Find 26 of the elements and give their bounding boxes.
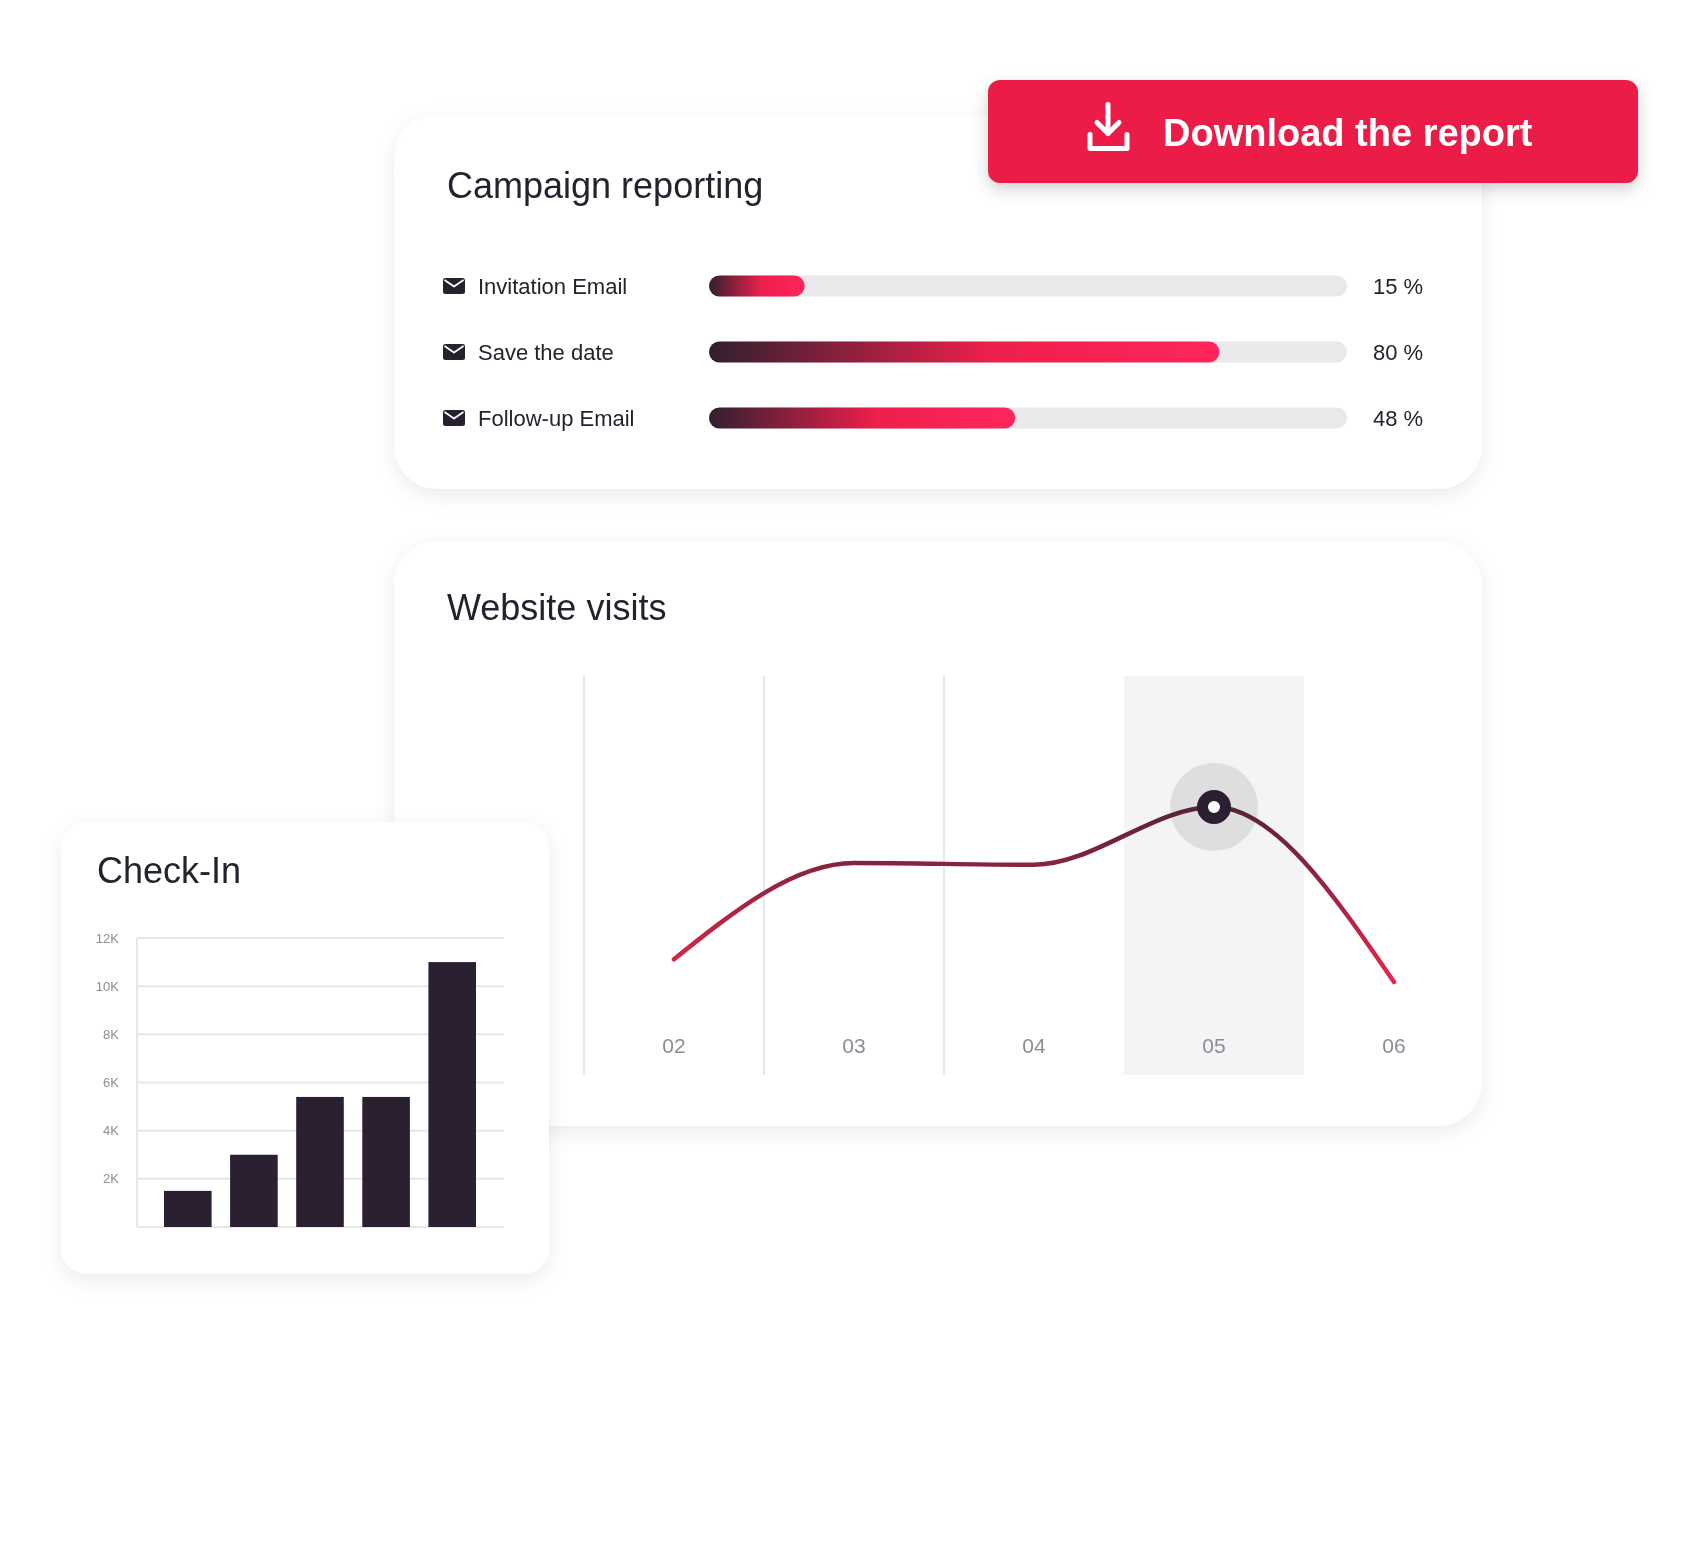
bar (230, 1154, 278, 1227)
x-tick-label: 06 (1382, 1034, 1406, 1057)
x-tick-label: 03 (842, 1034, 866, 1057)
y-tick-label: Save the date (478, 339, 614, 365)
x-tick-label: 02 (662, 1034, 686, 1057)
y-tick-label: Invitation Email (478, 273, 628, 299)
data-label: 48 % (1373, 405, 1424, 431)
y-tick-label: 6K (103, 1075, 120, 1091)
y-tick-label: 2K (103, 1171, 120, 1187)
chart-title: Check-In (97, 850, 242, 891)
y-tick-label: 8K (103, 1026, 120, 1042)
y-tick-label: 12K (95, 930, 120, 946)
chart-title: Campaign reporting (447, 165, 764, 206)
y-tick-label: 4K (103, 1123, 120, 1139)
bar (296, 1096, 344, 1227)
bar (362, 1096, 410, 1227)
x-tick-label: 04 (1022, 1034, 1046, 1057)
data-label: 15 % (1373, 273, 1424, 299)
y-tick-label: Follow-up Email (478, 405, 635, 431)
x-tick-label: 05 (1202, 1034, 1226, 1057)
chart-title: Website visits (447, 587, 667, 628)
bar (428, 962, 476, 1227)
bar (164, 1190, 212, 1228)
data-label: 80 % (1373, 339, 1424, 365)
y-tick-label: 10K (95, 978, 120, 994)
text: Download the report (1163, 111, 1533, 154)
